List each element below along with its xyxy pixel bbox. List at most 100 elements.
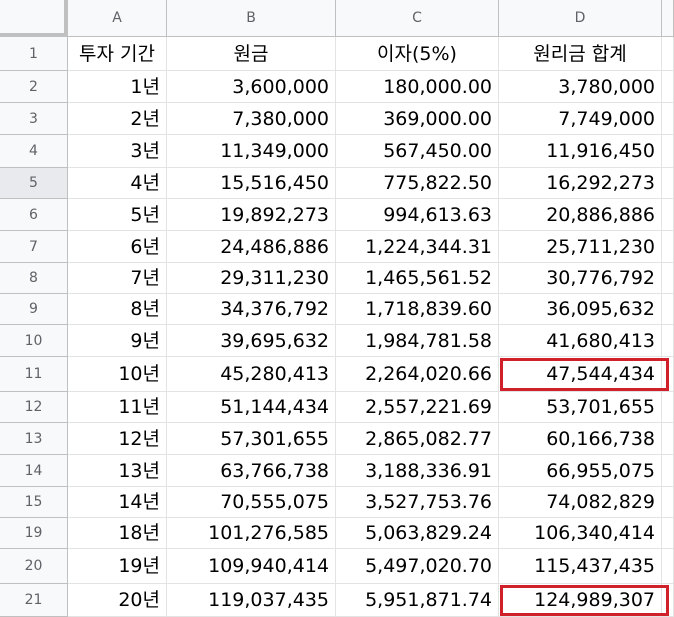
column-header-e-partial[interactable] [662,0,674,37]
empty-cell[interactable] [662,518,674,549]
data-cell[interactable]: 1,224,344.31 [336,231,499,263]
data-cell[interactable]: 24,486,886 [167,231,336,263]
data-cell[interactable]: 53,701,655 [499,392,662,423]
column-title-cell[interactable]: 투자 기간 [68,37,167,71]
row-header-14[interactable]: 14 [0,455,68,487]
data-cell[interactable]: 7년 [68,263,167,294]
data-cell[interactable]: 60,166,738 [499,423,662,455]
column-title-cell[interactable]: 원리금 합계 [499,37,662,71]
data-cell[interactable]: 74,082,829 [499,487,662,518]
empty-cell[interactable] [662,455,674,487]
row-header-7[interactable]: 7 [0,231,68,263]
row-header-15[interactable]: 15 [0,487,68,518]
data-cell[interactable]: 57,301,655 [167,423,336,455]
data-cell[interactable]: 3년 [68,135,167,168]
data-cell[interactable]: 45,280,413 [167,357,336,392]
column-title-cell[interactable]: 이자(5%) [336,37,499,71]
row-header-10[interactable]: 10 [0,325,68,357]
data-cell[interactable]: 18년 [68,518,167,549]
column-header-d[interactable]: D [499,0,662,37]
data-cell[interactable]: 1,718,839.60 [336,294,499,325]
data-cell[interactable]: 36,095,632 [499,294,662,325]
data-cell[interactable]: 1,465,561.52 [336,263,499,294]
empty-cell[interactable] [662,325,674,357]
data-cell[interactable]: 11,349,000 [167,135,336,168]
data-cell[interactable]: 101,276,585 [167,518,336,549]
data-cell[interactable]: 3,188,336.91 [336,455,499,487]
data-cell[interactable]: 3,600,000 [167,71,336,103]
row-header-2[interactable]: 2 [0,71,68,103]
data-cell[interactable]: 1년 [68,71,167,103]
data-cell[interactable]: 20,886,886 [499,199,662,231]
data-cell[interactable]: 10년 [68,357,167,392]
data-cell[interactable]: 34,376,792 [167,294,336,325]
empty-cell[interactable] [662,392,674,423]
data-cell[interactable]: 14년 [68,487,167,518]
data-cell[interactable]: 994,613.63 [336,199,499,231]
row-header-21[interactable]: 21 [0,584,68,617]
data-cell[interactable]: 13년 [68,455,167,487]
data-cell[interactable]: 20년 [68,584,167,617]
row-header-8[interactable]: 8 [0,263,68,294]
data-cell[interactable]: 19,892,273 [167,199,336,231]
empty-cell[interactable] [662,231,674,263]
empty-cell[interactable] [662,584,674,617]
data-cell[interactable]: 9년 [68,325,167,357]
data-cell[interactable]: 115,437,435 [499,549,662,584]
empty-cell[interactable] [662,423,674,455]
row-header-13[interactable]: 13 [0,423,68,455]
data-cell[interactable]: 8년 [68,294,167,325]
data-cell[interactable]: 15,516,450 [167,168,336,199]
data-cell[interactable]: 19년 [68,549,167,584]
data-cell[interactable]: 5년 [68,199,167,231]
empty-cell[interactable] [662,199,674,231]
data-cell[interactable]: 567,450.00 [336,135,499,168]
row-header-3[interactable]: 3 [0,103,68,135]
data-cell[interactable]: 11,916,450 [499,135,662,168]
data-cell[interactable]: 180,000.00 [336,71,499,103]
data-cell[interactable]: 41,680,413 [499,325,662,357]
data-cell[interactable]: 2,865,082.77 [336,423,499,455]
row-header-1[interactable]: 1 [0,37,68,71]
data-cell[interactable]: 124,989,307 [499,584,662,617]
column-header-a[interactable]: A [68,0,167,37]
data-cell[interactable]: 2,264,020.66 [336,357,499,392]
empty-cell[interactable] [662,37,674,71]
row-header-11[interactable]: 11 [0,357,68,392]
data-cell[interactable]: 7,380,000 [167,103,336,135]
data-cell[interactable]: 1,984,781.58 [336,325,499,357]
data-cell[interactable]: 6년 [68,231,167,263]
data-cell[interactable]: 7,749,000 [499,103,662,135]
data-cell[interactable]: 3,780,000 [499,71,662,103]
row-header-6[interactable]: 6 [0,199,68,231]
data-cell[interactable]: 11년 [68,392,167,423]
empty-cell[interactable] [662,487,674,518]
data-cell[interactable]: 119,037,435 [167,584,336,617]
row-header-5[interactable]: 5 [0,168,68,199]
data-cell[interactable]: 5,063,829.24 [336,518,499,549]
empty-cell[interactable] [662,357,674,392]
empty-cell[interactable] [662,263,674,294]
data-cell[interactable]: 369,000.00 [336,103,499,135]
data-cell[interactable]: 39,695,632 [167,325,336,357]
row-header-12[interactable]: 12 [0,392,68,423]
empty-cell[interactable] [662,71,674,103]
empty-cell[interactable] [662,103,674,135]
data-cell[interactable]: 775,822.50 [336,168,499,199]
data-cell[interactable]: 16,292,273 [499,168,662,199]
row-header-19[interactable]: 19 [0,518,68,549]
row-header-9[interactable]: 9 [0,294,68,325]
select-all-corner[interactable] [0,0,68,37]
data-cell[interactable]: 106,340,414 [499,518,662,549]
data-cell[interactable]: 30,776,792 [499,263,662,294]
data-cell[interactable]: 63,766,738 [167,455,336,487]
data-cell[interactable]: 2,557,221.69 [336,392,499,423]
column-header-b[interactable]: B [167,0,336,37]
data-cell[interactable]: 47,544,434 [499,357,662,392]
empty-cell[interactable] [662,168,674,199]
data-cell[interactable]: 2년 [68,103,167,135]
column-title-cell[interactable]: 원금 [167,37,336,71]
data-cell[interactable]: 109,940,414 [167,549,336,584]
column-header-c[interactable]: C [336,0,499,37]
